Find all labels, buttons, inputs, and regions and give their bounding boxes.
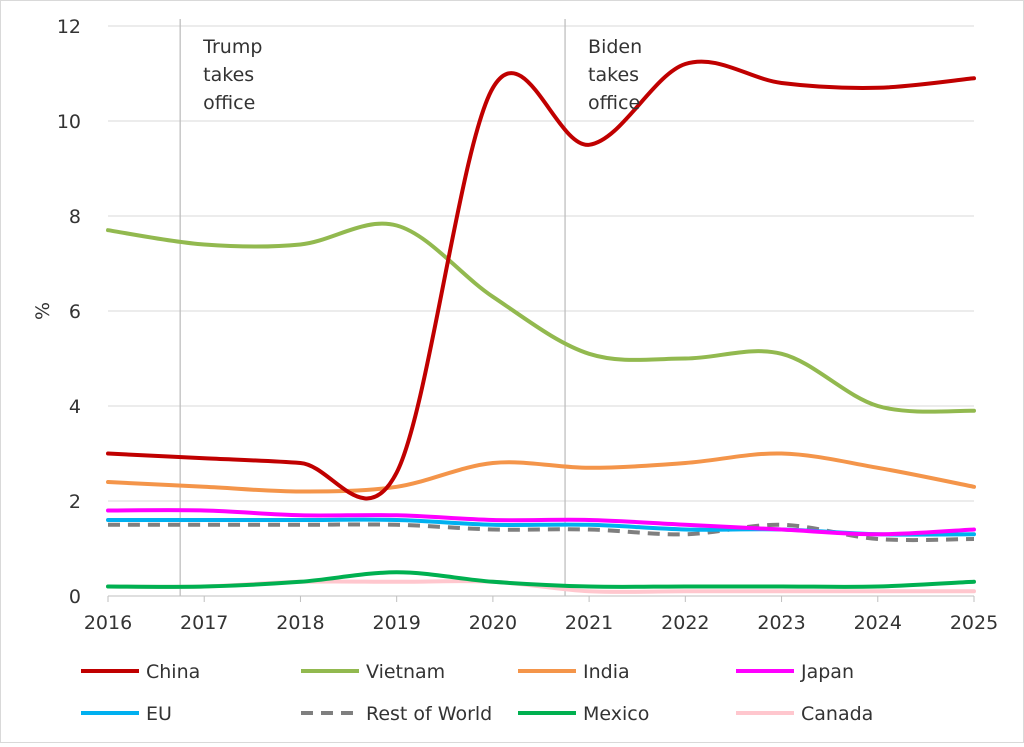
x-tick-label: 2018: [276, 612, 324, 634]
x-tick-label: 2024: [854, 612, 902, 634]
y-tick-label: 6: [69, 301, 81, 323]
annotation-text: takes: [588, 64, 639, 86]
x-tick-label: 2025: [950, 612, 998, 634]
series-line-vietnam: [106, 221, 976, 414]
axes: 0 2 4 6 8 10 12 2016 2017 2018 2019 2020 2021 2022 202…: [57, 16, 998, 634]
gridlines: [108, 25, 974, 502]
legend-label: Rest of World: [366, 703, 492, 725]
x-tick-label: 2022: [661, 612, 709, 634]
y-tick-label: 4: [69, 396, 81, 418]
x-tick-label: 2019: [372, 612, 420, 634]
legend-label: Vietnam: [366, 661, 445, 683]
series-lines: [106, 59, 976, 594]
annotation-text: takes: [203, 64, 254, 86]
event-lines: [179, 19, 566, 596]
y-tick-label: 2: [69, 491, 81, 513]
legend-label: China: [146, 661, 200, 683]
series-line-china: [106, 59, 976, 501]
y-tick-label: 10: [57, 111, 81, 133]
legend-label: Japan: [800, 661, 854, 683]
y-tick-label: 0: [69, 586, 81, 608]
x-tick-label: 2023: [757, 612, 805, 634]
legend-label: Mexico: [583, 703, 649, 725]
legend-label: Canada: [801, 703, 873, 725]
legend-label: India: [583, 661, 630, 683]
legend-label: EU: [146, 703, 172, 725]
annotation-text: Biden: [588, 36, 642, 58]
annotation-text: Trump: [202, 36, 262, 58]
y-tick-label: 12: [57, 16, 81, 38]
series-line-india: [106, 451, 976, 494]
y-axis-label: %: [32, 302, 54, 320]
x-tick-label: 2020: [469, 612, 517, 634]
annotations: Trump takes office Biden takes office: [202, 36, 642, 114]
annotation-text: office: [203, 92, 255, 114]
annotation-text: office: [588, 92, 640, 114]
legend: China Vietnam India Japan EU Rest of World Mex…: [81, 661, 873, 725]
series-line-mexico: [106, 570, 976, 589]
y-tick-label: 8: [69, 206, 81, 228]
series-line-japan: [106, 508, 976, 537]
x-tick-label: 2021: [565, 612, 613, 634]
x-tick-label: 2017: [180, 612, 228, 634]
x-tick-label: 2016: [84, 612, 132, 634]
